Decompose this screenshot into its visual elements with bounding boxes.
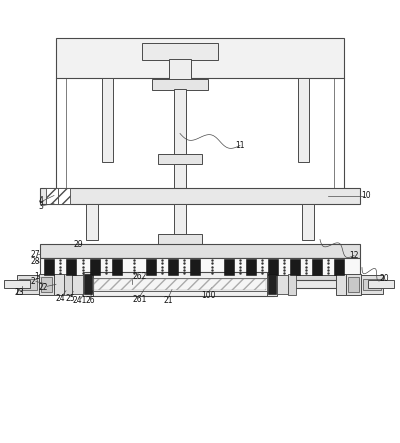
Bar xyxy=(64,273,72,295)
Bar xyxy=(363,279,381,290)
Text: 29: 29 xyxy=(73,240,83,249)
Bar xyxy=(56,38,344,78)
Bar xyxy=(302,203,314,240)
Bar xyxy=(368,280,394,288)
Bar xyxy=(40,280,360,288)
Bar xyxy=(267,272,277,296)
Text: 241: 241 xyxy=(72,296,86,305)
Bar xyxy=(83,272,93,296)
Bar xyxy=(40,275,360,280)
Bar xyxy=(41,277,52,292)
Bar xyxy=(39,273,54,295)
Bar xyxy=(348,277,359,292)
Text: 24: 24 xyxy=(55,294,65,303)
Bar xyxy=(102,78,113,162)
Text: 10: 10 xyxy=(361,191,371,200)
Text: 21: 21 xyxy=(163,296,173,305)
Bar xyxy=(93,278,267,291)
Bar xyxy=(90,259,100,275)
Bar xyxy=(112,259,122,275)
Bar xyxy=(19,279,37,290)
Bar xyxy=(346,273,361,295)
Text: 1: 1 xyxy=(34,272,39,281)
Bar xyxy=(86,272,274,295)
Bar xyxy=(40,257,360,276)
Text: 25: 25 xyxy=(65,294,75,303)
Text: 2: 2 xyxy=(30,277,35,286)
Bar xyxy=(288,273,296,295)
Bar xyxy=(40,244,360,257)
Bar xyxy=(94,279,266,289)
Text: 11: 11 xyxy=(235,141,245,150)
Bar xyxy=(169,59,191,79)
Bar xyxy=(174,203,186,233)
Bar xyxy=(86,203,98,240)
Bar xyxy=(58,187,70,203)
Bar xyxy=(312,259,322,275)
Text: 100: 100 xyxy=(201,291,215,299)
Text: 262: 262 xyxy=(133,272,147,281)
Bar xyxy=(158,233,202,244)
Text: 4: 4 xyxy=(38,196,43,205)
Bar xyxy=(174,163,186,191)
Text: 26: 26 xyxy=(85,296,95,305)
Bar xyxy=(72,275,83,294)
Text: 20: 20 xyxy=(379,274,389,283)
Bar xyxy=(17,275,39,294)
Bar xyxy=(298,78,309,162)
Bar xyxy=(54,273,64,295)
Bar xyxy=(142,43,218,59)
Bar xyxy=(84,273,92,294)
Text: 23: 23 xyxy=(14,288,24,297)
Bar xyxy=(4,280,30,288)
Bar xyxy=(152,79,208,89)
Bar xyxy=(290,259,300,275)
Bar xyxy=(361,275,383,294)
Bar xyxy=(334,259,344,275)
Text: 3: 3 xyxy=(38,202,43,211)
Bar xyxy=(66,259,76,275)
Text: 22: 22 xyxy=(38,283,48,292)
Text: 28: 28 xyxy=(30,257,40,266)
Bar xyxy=(158,154,202,163)
Text: 261: 261 xyxy=(132,295,146,304)
Bar xyxy=(46,187,58,203)
Bar xyxy=(246,259,256,275)
Bar xyxy=(190,259,200,275)
Bar xyxy=(168,259,178,275)
Bar xyxy=(277,275,288,294)
Bar xyxy=(268,259,278,275)
Bar xyxy=(40,187,360,203)
Bar xyxy=(174,89,186,154)
Bar xyxy=(224,259,234,275)
Text: 27: 27 xyxy=(30,250,40,259)
Bar xyxy=(44,259,54,275)
Bar xyxy=(336,273,346,295)
Bar xyxy=(268,273,276,294)
Text: 12: 12 xyxy=(349,251,359,260)
Bar xyxy=(146,259,156,275)
